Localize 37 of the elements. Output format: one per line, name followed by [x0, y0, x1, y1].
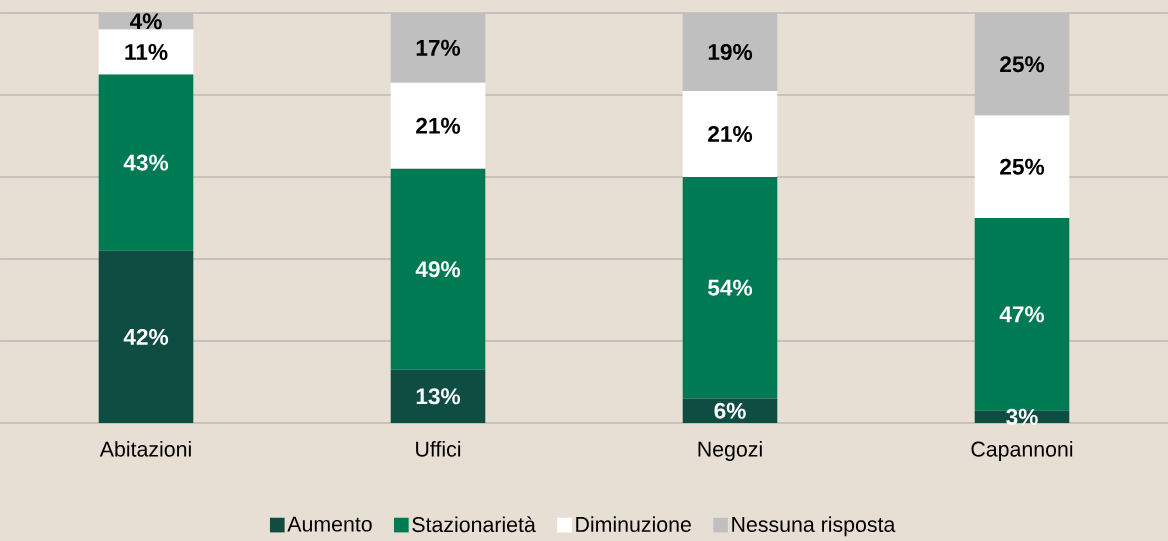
data-label: 21% [416, 117, 461, 134]
bar [390, 12, 486, 83]
bar [98, 74, 194, 251]
legend-label: Diminuzione [576, 516, 691, 533]
bar [98, 29, 194, 75]
data-label: 25% [1000, 158, 1045, 175]
data-label: 21% [708, 125, 753, 142]
x-tick-label: Negozi [698, 441, 762, 461]
bar [974, 12, 1070, 116]
bar [682, 176, 778, 399]
x-tick-label: Capannoni [971, 441, 1073, 461]
data-label: 11% [125, 43, 168, 60]
bar [98, 250, 194, 423]
data-label: 43% [123, 154, 169, 171]
bar [390, 82, 486, 169]
data-label: 25% [1000, 56, 1045, 73]
x-tick-label: Abitazioni [99, 441, 191, 457]
x-tick-label: Uffici [416, 441, 461, 457]
data-label: 3% [1006, 408, 1038, 425]
data-label: 4% [129, 13, 162, 30]
bar [682, 12, 778, 91]
legend-label: Stazionarietà [412, 516, 536, 533]
data-label: 49% [415, 261, 461, 278]
data-label: 54% [708, 279, 753, 296]
data-label: 6% [714, 402, 746, 419]
bar [974, 115, 1070, 218]
bar [682, 90, 778, 177]
legend-label: Nessuna risposta [732, 516, 896, 537]
bar [390, 369, 486, 423]
data-label: 13% [416, 388, 461, 405]
data-label: 17% [416, 39, 461, 56]
data-label: 19% [708, 43, 753, 60]
bar [682, 398, 778, 423]
legend-label: Aumento [287, 516, 372, 532]
data-label: 47% [999, 306, 1045, 323]
data-label: 42% [123, 328, 169, 345]
bar [390, 168, 486, 370]
